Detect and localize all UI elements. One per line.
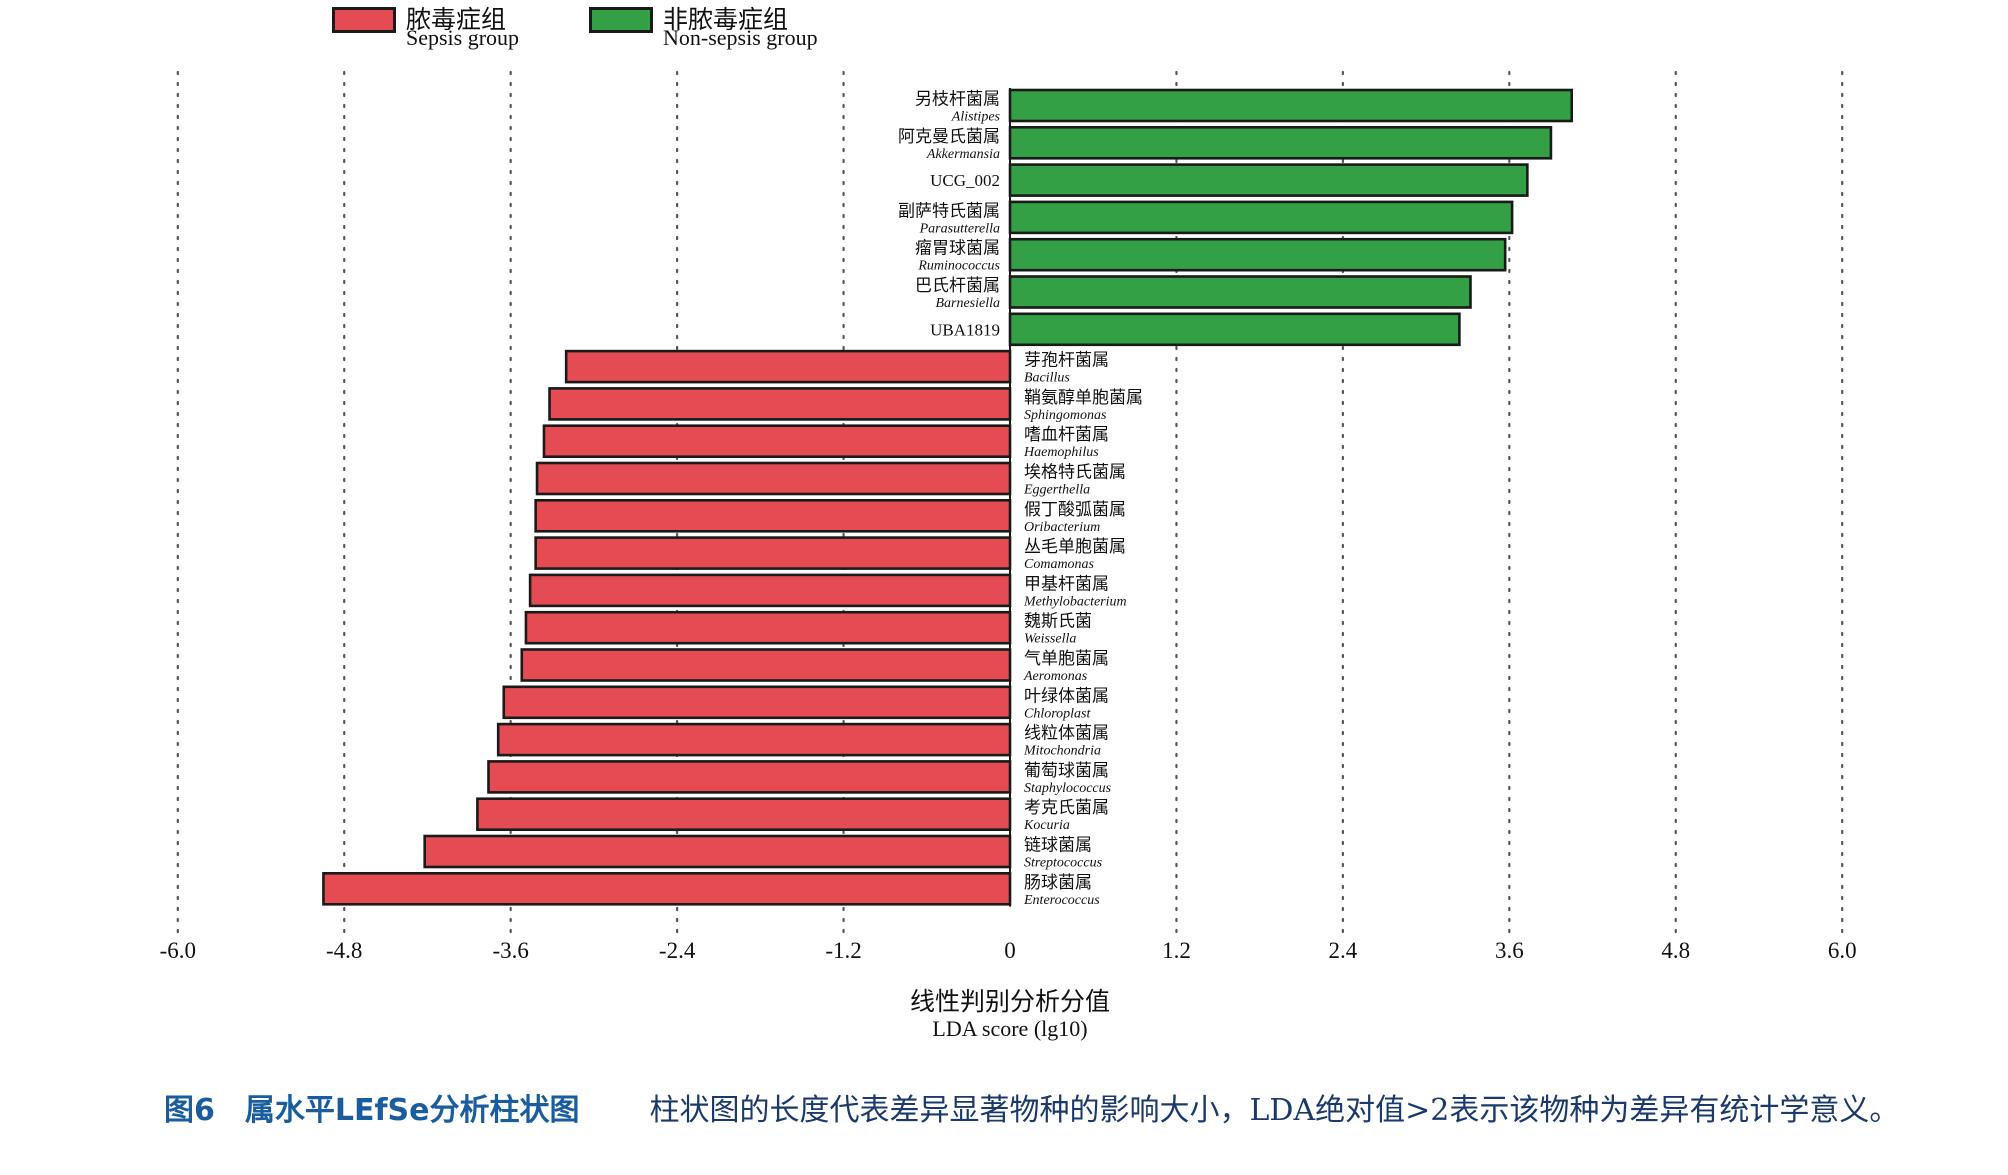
bar [496,722,1012,757]
bar [322,871,1012,906]
bar-label-en: Akkermansia [926,147,1000,162]
legend-swatch-nonsepsis [589,7,653,33]
bar-label-zh: 甲基杆菌属 [1024,574,1109,594]
bar-label-zh: 肠球菌属 [1024,873,1092,893]
bar [1008,312,1461,347]
bar-label-en: Haemophilus [1023,445,1099,460]
bar-label-en: Alistipes [951,110,1001,125]
bar [1008,126,1553,160]
bar-label-zh: 副萨特氏菌属 [898,201,1000,221]
bar-label-zh: 丛毛单胞菌属 [1024,537,1126,557]
caption-text: 柱状图的长度代表差异显著物种的影响大小，LDA绝对值>2表示该物种为差异有统计学… [649,1093,1900,1128]
bar-label-en: UBA1819 [930,320,1000,339]
bars [322,88,1574,907]
bar [542,424,1012,459]
bar-label-en: Kocuria [1023,818,1070,833]
x-axis-title-zh: 线性判别分析分值 [910,987,1110,1016]
x-tick-label: 3.6 [1495,938,1524,963]
bar-label-zh: 芽孢杆菌属 [1024,351,1109,371]
x-tick-label: 6.0 [1828,938,1857,963]
x-tick-label: 1.2 [1162,938,1191,963]
legend-swatch-sepsis [332,7,396,33]
bar [535,461,1012,496]
x-tick-label: 2.4 [1329,938,1358,963]
x-tick-label: -1.2 [825,938,861,963]
x-tick-label: -6.0 [160,938,196,963]
bar-label-en: Parasutterella [919,221,1000,236]
legend-label-nonsepsis-zh: 非脓毒症组 [663,5,789,34]
bar-label-en: Weissella [1024,632,1076,647]
bar [1008,237,1507,272]
x-tick-label: -3.6 [492,938,528,963]
bar-label-zh: 考克氏菌属 [1024,798,1109,818]
bar-label-en: Oribacterium [1024,520,1100,535]
bar-label-en: Aeromonas [1023,669,1088,684]
bar [476,797,1012,832]
bar-label-zh: 气单胞菌属 [1024,649,1109,669]
bar-label-zh: 嗜血杆菌属 [1024,425,1109,445]
bar-label-zh: 魏斯氏菌 [1024,612,1092,632]
bar-label-en: Bacillus [1024,371,1070,386]
bar [534,498,1012,533]
bar [520,648,1012,682]
bar [1008,200,1514,235]
bar-label-en: Chloroplast [1024,706,1091,721]
bar-label-zh: 鞘氨醇单胞菌属 [1024,388,1143,408]
bar [534,536,1012,570]
bar [423,834,1012,869]
bar-label-zh: 埃格特氏菌属 [1024,463,1126,483]
bar-label-zh: 链球菌属 [1024,836,1092,856]
bar-label-zh: 另枝杆菌属 [915,90,1000,110]
x-tick-label: -4.8 [326,938,362,963]
bar [1008,163,1529,197]
bar-label-zh: 假丁酸弧菌属 [1024,500,1126,520]
figure-label: 图6 属水平LEfSe分析柱状图 [164,1093,580,1128]
bar [1008,88,1574,123]
bar-label-en: Enterococcus [1023,893,1100,908]
bar-label-en: Barnesiella [935,296,1000,311]
bar-label-zh: 线粒体菌属 [1024,724,1109,744]
bar-label-en: Mitochondria [1023,744,1101,759]
bar-label-zh: 葡萄球菌属 [1024,761,1109,781]
bar-label-en: Streptococcus [1024,856,1103,871]
bar-label-en: Staphylococcus [1024,781,1112,796]
bar-label-en: Ruminococcus [917,259,1000,274]
figure-caption: 图6 属水平LEfSe分析柱状图 柱状图的长度代表差异显著物种的影响大小，LDA绝… [86,1083,1936,1139]
bar [564,349,1012,384]
x-axis-title-en: LDA score (lg10) [932,1016,1087,1041]
bar-label-en: Methylobacterium [1023,594,1127,609]
legend-label-sepsis-zh: 脓毒症组 [406,5,507,34]
legend-label-nonsepsis-en: Non-sepsis group [663,25,818,50]
bar-label-zh: 巴氏杆菌属 [915,276,1000,296]
bar-label-zh: 阿克曼氏菌属 [898,127,1000,147]
bar [487,760,1012,794]
bar [528,573,1012,608]
bar-label-en: Eggerthella [1023,483,1090,498]
legend-label-sepsis-en: Sepsis group [406,25,520,50]
bar-label-en: UCG_002 [930,171,1000,190]
bar [524,610,1012,645]
bar-label-en: Comamonas [1024,557,1095,572]
bar-label-en: Sphingomonas [1024,408,1107,423]
bar [502,685,1012,720]
bar [548,387,1012,421]
x-tick-label: 0 [1004,938,1016,963]
bar-label-zh: 叶绿体菌属 [1024,686,1109,706]
x-tick-labels: -6.0 -4.8 -3.6 -2.4 -1.2 0 1.2 2.4 3.6 4.8 6.0 [160,938,1857,963]
bar-label-zh: 瘤胃球菌属 [915,239,1000,259]
bar [1008,275,1472,309]
x-tick-label: 4.8 [1661,938,1690,963]
x-tick-label: -2.4 [659,938,696,963]
